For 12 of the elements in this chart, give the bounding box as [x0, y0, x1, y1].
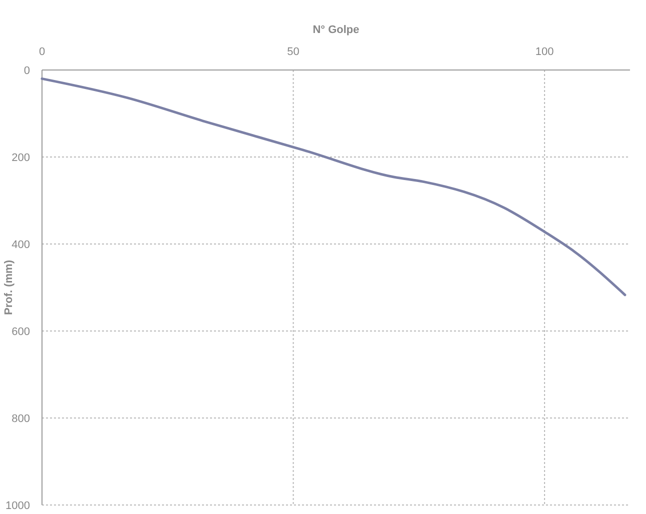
x-tick-label: 50 [287, 46, 300, 58]
line-series [40, 77, 626, 296]
x-tick-label: 100 [535, 46, 554, 58]
y-axis-title: Prof. (mm) [3, 260, 15, 315]
y-tick-label: 1000 [6, 500, 30, 512]
y-tick-label: 400 [12, 239, 30, 251]
x-tick-label: 0 [38, 46, 46, 58]
y-tick-label: 600 [12, 326, 30, 338]
x-axis-title: N° Golpe [312, 24, 360, 36]
y-tick-label: 0 [24, 65, 30, 77]
y-tick-label: 200 [12, 152, 30, 164]
y-tick-label: 800 [12, 413, 30, 425]
